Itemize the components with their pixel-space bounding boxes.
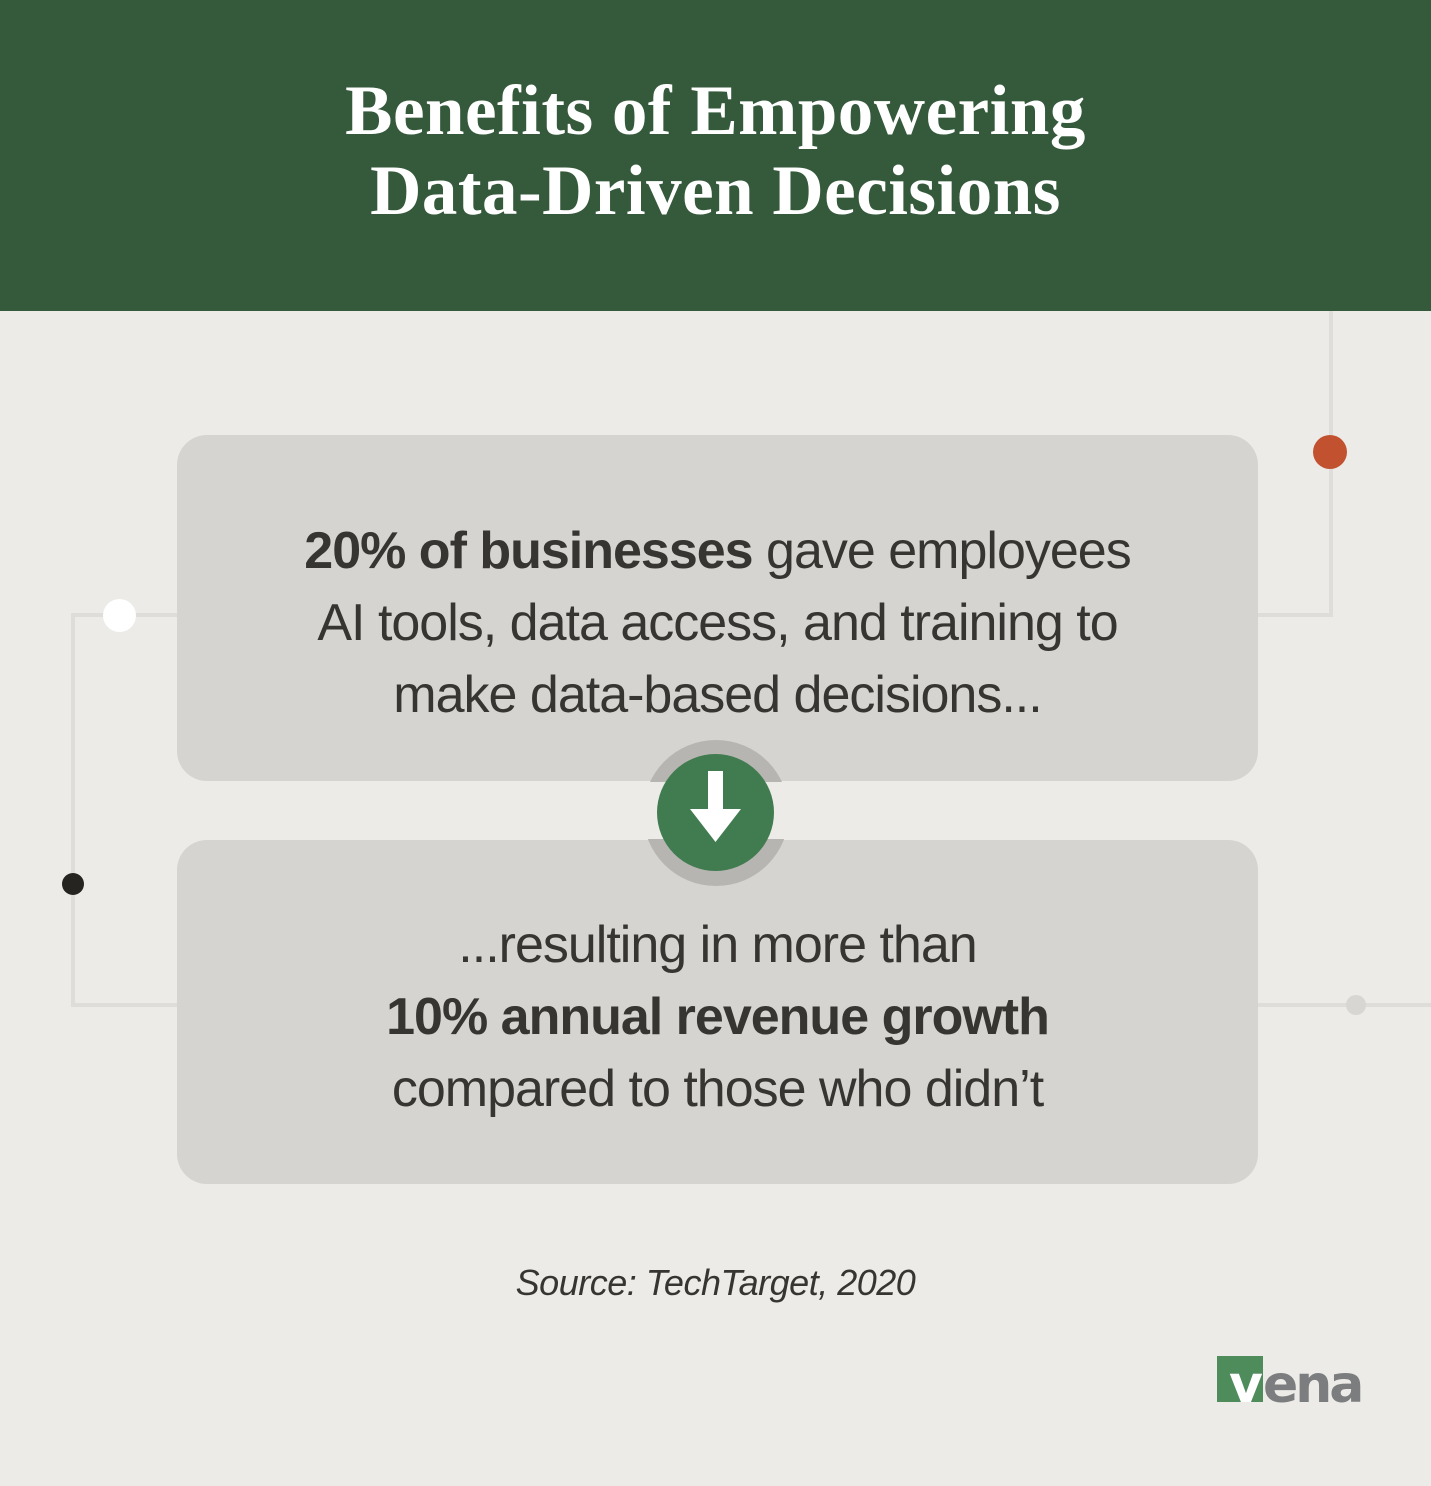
stat-bottom-line1: ...resulting in more than [458, 916, 977, 974]
logo-green-square [1217, 1356, 1263, 1402]
source-citation: Source: TechTarget, 2020 [515, 1262, 916, 1303]
stat-top-line3: make data-based decisions... [393, 666, 1042, 724]
down-arrow-icon [690, 771, 741, 842]
stat-bottom-line3: compared to those who didn’t [391, 1060, 1044, 1118]
decor-line-vertical-left [71, 613, 75, 1007]
logo-mark-letter-gray: v [1229, 1355, 1263, 1414]
header-band: Benefits of Empowering Data-Driven Decis… [0, 0, 1431, 311]
page-title: Benefits of Empowering Data-Driven Decis… [345, 71, 1086, 231]
down-arrow-badge [657, 754, 774, 871]
gray-dot [1346, 995, 1366, 1015]
stat-top-bold: 20% of businesses [304, 522, 753, 580]
black-dot [62, 873, 84, 895]
decor-line-bottom-right [1258, 1003, 1431, 1007]
stat-top-line1-rest: gave employees [752, 522, 1132, 580]
stat-box-top: 20% of businesses gave employees AI tool… [177, 435, 1258, 781]
orange-dot [1313, 435, 1347, 469]
decor-line-top-right [1258, 613, 1333, 617]
page-title-line1: Benefits of Empowering [345, 71, 1086, 150]
stat-top-line1: 20% of businesses gave employees [177, 515, 1258, 587]
stat-box-bottom: ...resulting in more than 10% annual rev… [177, 840, 1258, 1184]
decor-line-bottom-left [71, 1003, 177, 1007]
white-dot [103, 599, 136, 632]
stat-bottom-bold: 10% annual revenue growth [386, 988, 1050, 1046]
stat-top-line2: AI tools, data access, and training to [317, 594, 1118, 652]
vena-logo: v v ena [1217, 1352, 1367, 1414]
logo-mark-letter-white: v [1229, 1355, 1263, 1414]
vena-logo-graphic: v v ena [1217, 1355, 1364, 1414]
logo-wordmark: ena [1263, 1355, 1361, 1414]
page-title-line2: Data-Driven Decisions [370, 151, 1061, 230]
